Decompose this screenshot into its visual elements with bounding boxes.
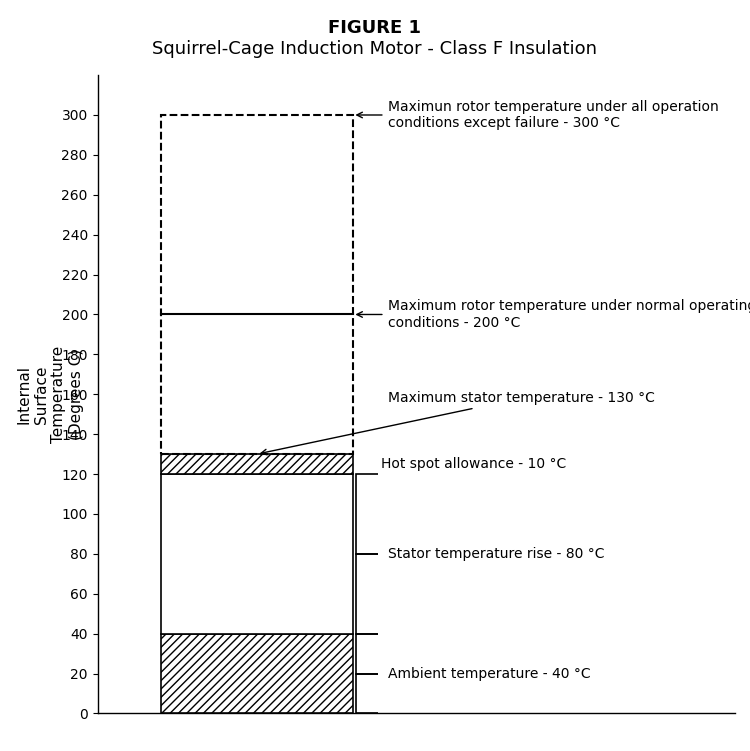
Text: FIGURE 1: FIGURE 1 [328, 19, 422, 37]
Text: Stator temperature rise - 80 °C: Stator temperature rise - 80 °C [388, 547, 604, 561]
Text: Hot spot allowance - 10 °C: Hot spot allowance - 10 °C [381, 457, 566, 471]
Text: Maximum stator temperature - 130 °C: Maximum stator temperature - 130 °C [261, 391, 655, 455]
Bar [161, 634, 352, 713]
Y-axis label: Internal
Surface
Temperature
(Degrees C): Internal Surface Temperature (Degrees C) [16, 345, 84, 443]
Text: Ambient temperature - 40 °C: Ambient temperature - 40 °C [388, 667, 590, 680]
Text: Maximun rotor temperature under all operation
conditions except failure - 300 °C: Maximun rotor temperature under all oper… [357, 100, 718, 130]
Text: Maximum rotor temperature under normal operating
conditions - 200 °C: Maximum rotor temperature under normal o… [357, 300, 750, 330]
Bar [161, 115, 352, 454]
Text: Squirrel-Cage Induction Motor - Class F Insulation: Squirrel-Cage Induction Motor - Class F … [152, 40, 598, 58]
Bar [161, 474, 352, 634]
Bar [161, 454, 352, 474]
